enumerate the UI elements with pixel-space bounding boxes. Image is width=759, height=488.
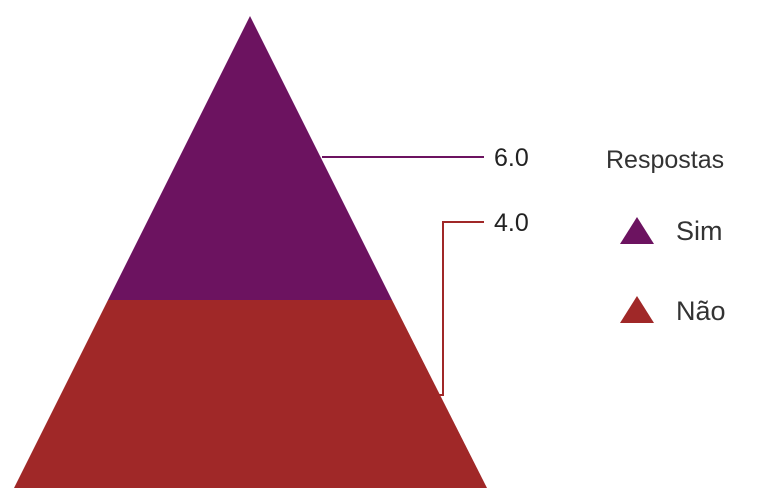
segment-sim[interactable] (108, 16, 392, 300)
value-label-nao: 4.0 (494, 209, 529, 237)
legend: Respostas Sim Não (606, 146, 726, 326)
legend-label-nao[interactable]: Não (676, 296, 726, 326)
legend-label-sim[interactable]: Sim (676, 216, 723, 246)
segment-nao[interactable] (14, 300, 487, 488)
leader-line-nao (438, 221, 484, 396)
legend-title: Respostas (606, 146, 724, 174)
value-label-sim: 6.0 (494, 144, 529, 172)
legend-marker-nao[interactable] (620, 296, 654, 323)
legend-marker-sim[interactable] (620, 217, 654, 244)
